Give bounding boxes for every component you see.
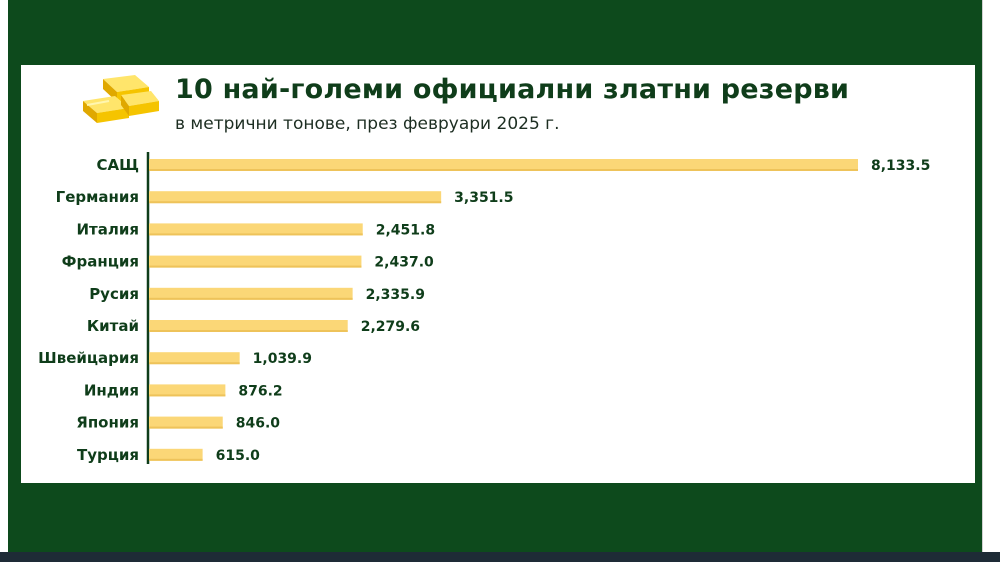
value-label: 2,279.6 [361, 319, 420, 335]
bar-shadow-1 [149, 201, 442, 204]
bar-7 [149, 384, 226, 397]
bar-shadow-5 [149, 330, 348, 332]
category-label: Турция [77, 446, 139, 464]
category-label: Швейцария [38, 349, 139, 367]
category-label: Китай [87, 317, 139, 335]
chart-title: 10 най-големи официални златни резерви [175, 74, 850, 105]
category-label: Италия [77, 220, 140, 238]
bar-6 [149, 352, 240, 365]
category-label: Япония [76, 414, 139, 432]
bar-3 [149, 255, 362, 268]
value-label: 3,351.5 [454, 190, 513, 206]
window-edge [982, 0, 1000, 552]
bar-shadow-4 [149, 297, 353, 300]
value-label: 876.2 [238, 383, 282, 399]
bar-5 [149, 320, 348, 332]
bar-shadow-0 [149, 169, 858, 171]
bar-shadow-8 [149, 426, 223, 429]
bar-9 [149, 448, 203, 461]
value-label: 615.0 [216, 448, 261, 464]
category-label: САЩ [96, 156, 139, 174]
bar-shadow-6 [149, 362, 240, 365]
value-label: 846.0 [236, 416, 281, 432]
bar-2 [149, 223, 363, 236]
bar-shadow-9 [149, 458, 203, 461]
value-label: 2,451.8 [376, 222, 435, 238]
value-label: 8,133.5 [871, 158, 930, 174]
value-label: 1,039.9 [253, 351, 312, 367]
bar-shadow-3 [149, 265, 362, 268]
bar-shadow-2 [149, 233, 363, 236]
category-label: Индия [84, 381, 139, 399]
value-label: 2,437.0 [374, 255, 434, 271]
category-label: Германия [56, 188, 139, 206]
category-label: Франция [62, 253, 139, 271]
bar-8 [149, 416, 223, 429]
bar-1 [149, 191, 442, 204]
bar-4 [149, 287, 353, 300]
bar-0 [149, 159, 858, 171]
chart-card: 10 най-големи официални златни резерви в… [21, 65, 975, 483]
chart-subtitle: в метрични тонове, през февруари 2025 г. [175, 114, 560, 134]
gold-bars-icon [83, 75, 159, 123]
category-label: Русия [89, 285, 139, 303]
taskbar-strip [0, 552, 1000, 562]
bar-shadow-7 [149, 394, 226, 397]
value-label: 2,335.9 [366, 287, 425, 303]
